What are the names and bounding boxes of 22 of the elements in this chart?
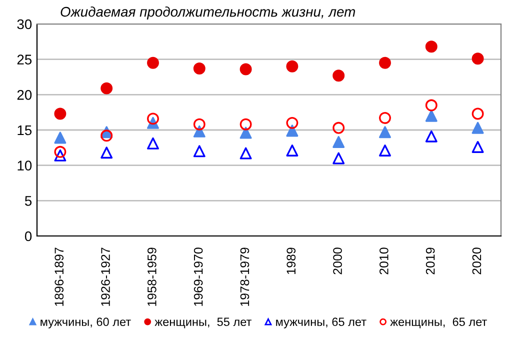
- y-tick-label: 5: [24, 196, 32, 206]
- y-tick-label: 25: [17, 54, 32, 65]
- y-tick-label: 0: [24, 231, 32, 242]
- x-tick-label: 2020: [472, 248, 482, 274]
- x-tick-label: 1989: [286, 248, 296, 274]
- x-tick-label: 2010: [380, 248, 388, 274]
- x-tick-label: 1978-1979: [240, 248, 250, 306]
- x-tick-label: 2019: [426, 248, 435, 274]
- legend-label: мужчины, 65 лет: [276, 318, 366, 328]
- y-tick-label: 20: [17, 90, 32, 100]
- x-tick-label: 1896-1897: [54, 248, 64, 306]
- x-tick-label: 2000: [333, 248, 342, 274]
- y-tick-label: 30: [17, 19, 32, 30]
- chart-title: Ожидаемая продолжительность жизни, лет: [60, 6, 356, 20]
- legend-label: женщины, 55 лет: [154, 318, 252, 328]
- x-tick-label: 1958-1959: [148, 248, 156, 306]
- x-tick-label: 1969-1970: [194, 248, 203, 306]
- x-tick-label: 1926-1927: [101, 248, 110, 306]
- legend-label: мужчины, 60 лет: [40, 318, 131, 328]
- y-tick-label: 15: [18, 125, 32, 136]
- y-tick-label: 10: [18, 160, 32, 171]
- legend-label: женщины, 65 лет: [390, 318, 487, 328]
